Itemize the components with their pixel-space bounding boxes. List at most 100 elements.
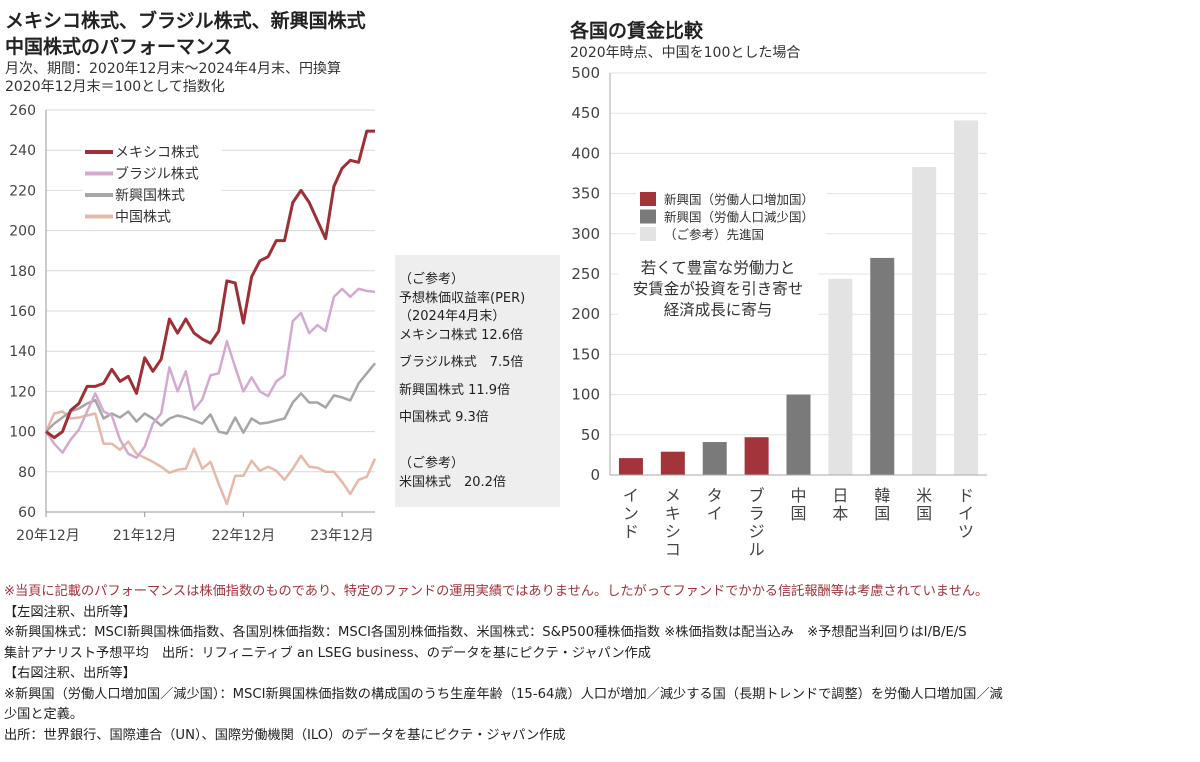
left-chart-title-line1: メキシコ株式、ブラジル株式、新興国株式 <box>5 10 366 32</box>
x-category-label-char: 米 <box>916 486 932 505</box>
x-category-label-char: 韓 <box>874 486 890 505</box>
x-category-label-char: ブ <box>749 486 765 505</box>
y-tick-label: 200 <box>9 224 36 240</box>
y-tick-label: 500 <box>571 64 600 82</box>
bar-メキシコ <box>660 451 685 475</box>
x-category-label-char: 中 <box>790 486 806 505</box>
y-tick-label: 160 <box>9 304 36 320</box>
annotation-line: 経済成長に寄与 <box>664 301 773 319</box>
x-category-label-char: 国 <box>874 504 890 523</box>
x-category-label-char: イ <box>623 486 639 505</box>
footnote-left-2: 集計アナリスト予想平均 出所：リフィニティブ an LSEG business、… <box>4 645 651 661</box>
bar-中国 <box>786 394 811 475</box>
series-line-中国株式 <box>44 410 377 506</box>
x-category-label-char: ツ <box>958 522 974 541</box>
bar-米国 <box>912 167 937 475</box>
y-tick-label: 180 <box>9 264 36 280</box>
per-line: 新興国株式 11.9倍 <box>399 382 511 398</box>
x-tick-label: 21年12月 <box>113 528 177 544</box>
annotation-line: 安賃金が投資を引き寄せ <box>633 280 804 298</box>
x-category-label-char: イ <box>707 504 723 523</box>
x-category-label-char: メ <box>665 486 681 505</box>
legend-label: 新興国（労働人口増加国） <box>664 192 814 207</box>
y-tick-label: 140 <box>9 344 36 360</box>
series-line-ブラジル株式 <box>44 287 376 459</box>
bar-タイ <box>702 442 727 475</box>
legend-label: ブラジル株式 <box>115 166 199 183</box>
legend-label: （ご参考）先進国 <box>664 227 764 242</box>
y-tick-label: 400 <box>571 144 600 162</box>
left-line-chart: 60 80 100 120 140 160 180 200 220 240 260 20年12月 21年… <box>9 103 377 544</box>
footnote-right-2: 少国と定義。 <box>4 707 84 722</box>
legend-label: 中国株式 <box>115 210 171 226</box>
footnote-left-header: 【左図注釈、出所等】 <box>4 604 136 620</box>
per-line: ブラジル株式 7.5倍 <box>399 355 524 370</box>
x-category-label-char: キ <box>665 504 681 523</box>
y-tick-label: 240 <box>9 143 36 159</box>
per-line: （ご参考） <box>399 272 465 287</box>
y-tick-label: 100 <box>9 425 36 441</box>
series-line-新興国株式 <box>45 362 376 435</box>
x-tick-label: 22年12月 <box>212 528 276 544</box>
legend-swatch <box>640 209 656 224</box>
y-tick-label: 200 <box>571 305 600 323</box>
legend-bg <box>82 183 222 203</box>
footnote-right-1: ※新興国（労働人口増加国／減少国）：MSCI新興国株価指数の構成国のうち生産年齢… <box>4 686 1003 702</box>
x-category-label-char: 国 <box>790 504 806 523</box>
footnote-warning: ※当頁に記載のパフォーマンスは株価指数のものであり、特定のファンドの運用実績では… <box>4 584 989 599</box>
x-category-label-char: ド <box>623 522 639 541</box>
x-category-label-char: コ <box>665 540 681 559</box>
legend-bg <box>82 161 222 182</box>
per-line: 米国株式 20.2倍 <box>399 474 506 490</box>
legend-bg <box>82 204 222 225</box>
x-category-label-char: ジ <box>749 522 765 541</box>
bar-インド <box>618 458 643 475</box>
bar-ドイツ <box>954 120 979 475</box>
y-tick-label: 250 <box>571 265 600 283</box>
x-category-label-char: ラ <box>749 504 765 523</box>
y-tick-label: 150 <box>571 345 600 363</box>
y-tick-label: 120 <box>9 384 36 400</box>
left-chart-subtitle-line1: 月次、期間：2020年12月末～2024年4月末、円換算 <box>5 61 341 77</box>
right-chart-subtitle: 2020年時点、中国を100とした場合 <box>570 45 801 61</box>
right-chart-title: 各国の賃金比較 <box>570 20 704 42</box>
footnote-right-3: 出所：世界銀行、国際連合（UN）、国際労働機関（ILO）のデータを基にピクテ・ジ… <box>4 727 566 743</box>
y-tick-label: 80 <box>18 465 36 481</box>
per-box: （ご参考） 予想株価収益率(PER) （2024年4月末） メキシコ株式 12.6倍ブ… <box>395 255 560 507</box>
bar-韓国 <box>870 257 895 475</box>
left-chart-title-line2: 中国株式のパフォーマンス <box>5 36 233 58</box>
per-line: メキシコ株式 12.6倍 <box>399 327 524 343</box>
legend-bg <box>636 188 826 244</box>
x-category-label-char: イ <box>958 504 974 523</box>
x-category-label-char: 日 <box>832 486 848 505</box>
y-tick-label: 350 <box>571 185 600 203</box>
bar-ブラジル <box>744 437 769 475</box>
x-category-label-char: 国 <box>916 504 932 523</box>
annotation-bg <box>618 253 818 317</box>
y-tick-label: 50 <box>581 426 600 444</box>
y-tick-label: 220 <box>9 183 36 199</box>
y-tick-label: 0 <box>590 466 600 484</box>
per-line: （ご参考） <box>399 456 465 471</box>
y-tick-label: 60 <box>18 505 36 521</box>
x-category-label-char: 本 <box>832 504 848 523</box>
y-tick-label: 450 <box>571 104 600 122</box>
x-category-label-char: ン <box>623 504 639 523</box>
legend-swatch <box>640 192 656 206</box>
y-tick-label: 300 <box>571 225 600 243</box>
left-chart-subtitle-line2: 2020年12月末＝100として指数化 <box>5 79 225 95</box>
x-tick-label: 23年12月 <box>310 528 374 544</box>
footnote-right-header: 【右図注釈、出所等】 <box>4 666 136 681</box>
legend-swatch <box>640 227 656 241</box>
y-tick-label: 260 <box>9 103 36 119</box>
legend-label: 新興国（労働人口減少国） <box>664 210 814 225</box>
x-category-label-char: ド <box>958 486 974 505</box>
x-tick-label: 20年12月 <box>16 528 80 544</box>
per-line: 中国株式 9.3倍 <box>399 410 489 425</box>
x-category-label-char: タ <box>707 486 723 505</box>
annotation-line: 若くて豊富な労働力と <box>641 259 796 277</box>
per-line: 予想株価収益率(PER) <box>399 290 526 306</box>
bar-日本 <box>828 278 853 475</box>
legend-bg <box>82 140 222 160</box>
right-bar-chart: 050100150200250300350400450500インドメキシコタイブ… <box>571 64 987 559</box>
